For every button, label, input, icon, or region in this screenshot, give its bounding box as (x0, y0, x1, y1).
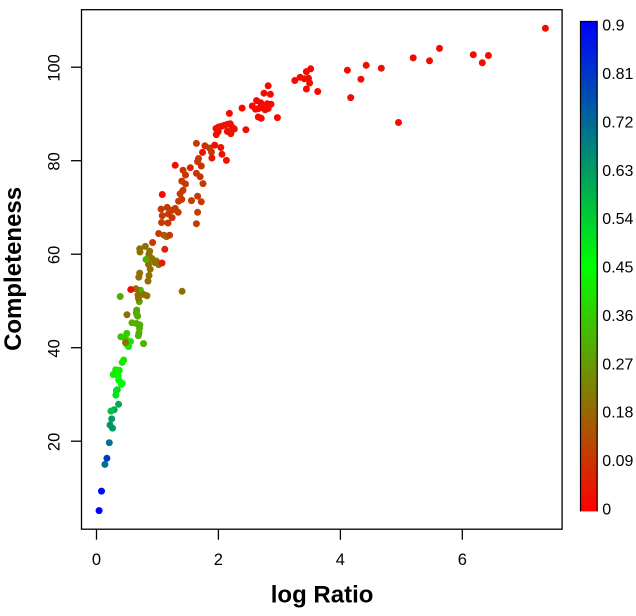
svg-text:0.36: 0.36 (602, 308, 633, 325)
svg-text:6: 6 (458, 551, 467, 569)
svg-text:0: 0 (92, 551, 101, 569)
svg-text:0.63: 0.63 (602, 163, 633, 180)
svg-text:log Ratio: log Ratio (271, 581, 374, 608)
svg-text:20: 20 (46, 433, 64, 451)
svg-text:0.9: 0.9 (602, 18, 624, 35)
svg-text:0.27: 0.27 (602, 356, 633, 373)
svg-text:60: 60 (46, 246, 64, 264)
svg-text:0.81: 0.81 (602, 66, 633, 83)
svg-text:0.54: 0.54 (602, 211, 633, 228)
svg-text:0.18: 0.18 (602, 405, 633, 422)
svg-text:40: 40 (46, 339, 64, 357)
svg-text:0.72: 0.72 (602, 114, 633, 131)
svg-text:100: 100 (46, 54, 64, 82)
svg-text:4: 4 (336, 551, 345, 569)
svg-text:80: 80 (46, 152, 64, 170)
svg-text:2: 2 (214, 551, 223, 569)
svg-text:0.09: 0.09 (602, 453, 633, 470)
svg-text:Completeness: Completeness (0, 187, 27, 351)
svg-text:0.45: 0.45 (602, 260, 633, 277)
svg-text:0: 0 (602, 501, 611, 518)
